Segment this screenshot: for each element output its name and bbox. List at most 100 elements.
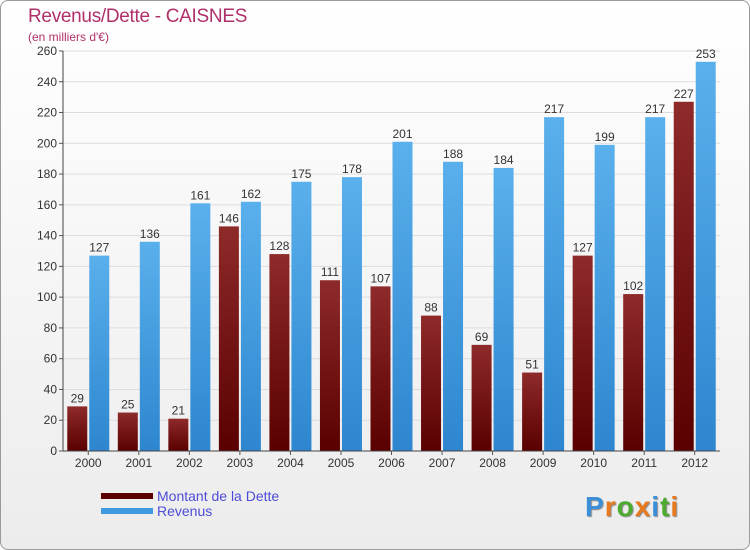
data-label-dette: 29 [71,391,85,405]
data-label-revenus: 178 [342,162,362,176]
data-label-revenus: 217 [544,102,564,116]
y-tick-label: 180 [37,167,57,181]
bar-dette [471,344,492,451]
data-label-revenus: 188 [443,147,463,161]
y-tick-label: 220 [37,106,57,120]
legend-item-revenus: Revenus [101,502,279,519]
y-tick-label: 0 [50,444,57,458]
y-tick-label: 120 [37,259,57,273]
data-label-revenus: 253 [696,47,716,61]
data-label-dette: 146 [219,211,239,225]
y-tick-label: 160 [37,198,57,212]
data-label-revenus: 199 [595,130,615,144]
bar-revenus [544,117,565,452]
x-tick-label: 2006 [378,456,405,470]
chart-subtitle: (en milliers d'€) [28,30,109,44]
data-label-dette: 25 [121,398,135,412]
legend-label-revenus: Revenus [157,502,213,519]
y-tick-label: 260 [37,44,57,58]
logo-letter: i [651,491,661,522]
bar-dette [673,101,694,452]
data-label-dette: 227 [674,87,694,101]
x-axis-ticks: 2000 2001 2002 2003 2004 2005 2006 2007 2008 2009… [75,451,708,470]
bars [67,61,716,452]
y-tick-label: 60 [44,352,58,366]
x-tick-label: 2002 [176,456,203,470]
data-label-revenus: 127 [89,241,109,255]
legend-label-dette: Montant de la Dette [157,487,280,504]
data-label-revenus: 136 [140,227,160,241]
x-tick-label: 2010 [580,456,607,470]
data-label-revenus: 161 [190,188,210,202]
x-tick-label: 2001 [125,456,152,470]
bar-revenus [89,255,110,451]
data-label-revenus: 162 [241,187,261,201]
bar-revenus [392,141,413,451]
bar-dette [319,280,340,451]
bar-revenus [190,203,211,451]
bar-dette [67,406,88,451]
x-tick-label: 2012 [681,456,708,470]
data-label-dette: 69 [475,330,489,344]
bar-revenus [139,241,160,451]
y-tick-label: 40 [44,382,58,396]
bar-revenus [493,167,514,451]
bar-dette [572,255,593,451]
y-tick-label: 200 [37,136,57,150]
data-label-dette: 21 [172,404,186,418]
bar-revenus [443,161,464,451]
data-label-dette: 88 [424,301,438,315]
legend: Montant de la Dette Revenus [101,487,280,519]
legend-swatch-dette [101,492,153,499]
logo-letter: P [585,491,605,522]
x-tick-label: 2004 [277,456,304,470]
x-tick-label: 2011 [631,456,657,470]
bar-dette [269,254,290,451]
data-label-dette: 51 [525,358,539,372]
bar-dette [218,226,239,451]
bar-revenus [695,61,716,452]
y-tick-label: 100 [37,290,57,304]
logo-letter: r [604,491,617,522]
bar-revenus [645,117,666,452]
data-label-dette: 128 [269,239,289,253]
bar-revenus [341,177,362,451]
y-axis-ticks: 0 20 40 60 80 100 120 140 160 180 200 220 240 260 [37,44,63,458]
data-label-revenus: 217 [645,102,665,116]
legend-item-dette: Montant de la Dette [101,487,280,504]
bar-revenus [291,181,312,451]
y-tick-label: 240 [37,75,57,89]
y-tick-label: 80 [44,321,58,335]
x-tick-label: 2000 [75,456,102,470]
data-label-dette: 111 [321,265,340,279]
x-tick-label: 2008 [479,456,506,470]
bar-dette [623,294,644,451]
data-label-dette: 107 [370,271,390,285]
bar-dette [421,315,442,451]
logo-letter: o [616,491,635,522]
grid-lines [63,50,720,421]
data-label-revenus: 175 [291,167,311,181]
x-tick-label: 2009 [530,456,557,470]
data-label-revenus: 201 [392,127,412,141]
bar-dette [117,412,138,451]
bar-revenus [594,144,615,451]
x-tick-label: 2003 [227,456,254,470]
bar-dette [522,372,543,451]
data-label-dette: 127 [573,241,593,255]
proxiti-logo: Proxiti [585,491,679,523]
data-label-dette: 102 [623,279,643,293]
logo-letter: t [660,491,671,522]
x-tick-label: 2005 [328,456,355,470]
bar-revenus [240,201,261,451]
logo-letter: i [670,491,680,522]
y-tick-label: 140 [37,229,57,243]
y-tick-label: 20 [44,413,58,427]
chart-title: Revenus/Dette - CAISNES [28,6,248,27]
x-tick-label: 2007 [429,456,456,470]
bar-dette [168,418,189,451]
axes [62,51,720,452]
